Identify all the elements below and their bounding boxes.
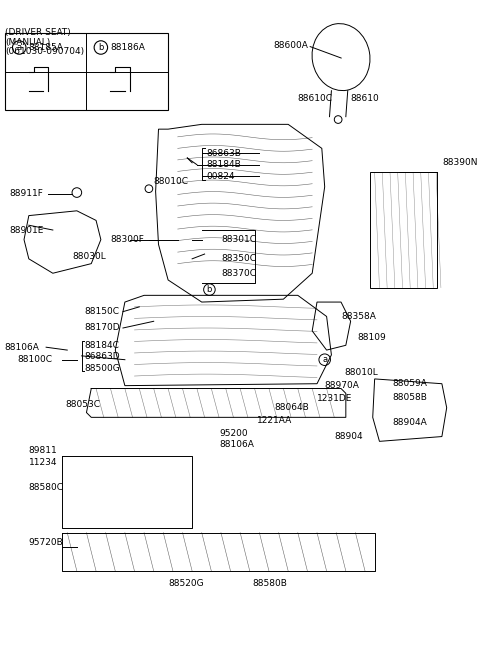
Text: 88580B: 88580B [252, 579, 288, 588]
Text: 88350C: 88350C [221, 255, 256, 263]
Text: 88580C: 88580C [29, 483, 64, 492]
Text: 88520G: 88520G [168, 579, 204, 588]
Text: a: a [17, 43, 22, 52]
Text: 88184B: 88184B [206, 160, 241, 169]
Text: 88901E: 88901E [10, 226, 44, 234]
Text: 1221AA: 1221AA [257, 416, 293, 424]
Text: b: b [98, 43, 104, 52]
Text: 95720B: 95720B [29, 538, 63, 546]
Text: 88100C: 88100C [17, 355, 52, 364]
Text: 88600A: 88600A [274, 41, 309, 50]
Text: 88610C: 88610C [298, 94, 333, 103]
Text: 86863B: 86863B [206, 149, 241, 157]
Text: 88150C: 88150C [84, 307, 120, 316]
Text: 88610: 88610 [350, 94, 379, 103]
Text: 88170D: 88170D [84, 323, 120, 333]
Text: 95200: 95200 [219, 429, 248, 438]
Text: (DRIVER SEAT): (DRIVER SEAT) [5, 28, 71, 37]
Text: 88390N: 88390N [442, 158, 478, 167]
Text: 00824: 00824 [206, 172, 235, 180]
Text: 88185A: 88185A [29, 43, 64, 52]
Text: 88010C: 88010C [154, 178, 189, 186]
Text: 88059A: 88059A [392, 379, 427, 388]
Text: 88030L: 88030L [72, 253, 106, 261]
Text: 88184C: 88184C [84, 340, 120, 350]
Text: 88109: 88109 [357, 333, 386, 342]
Text: a: a [322, 355, 327, 364]
FancyBboxPatch shape [5, 33, 168, 110]
Text: 88300F: 88300F [110, 235, 144, 244]
Text: 88911F: 88911F [10, 189, 44, 198]
Text: 11234: 11234 [29, 458, 57, 467]
Text: (MANUAL): (MANUAL) [5, 38, 50, 47]
Text: 88010L: 88010L [344, 368, 378, 377]
Text: 88904A: 88904A [392, 418, 427, 426]
Text: 88058B: 88058B [392, 393, 427, 401]
Text: 88370C: 88370C [221, 269, 256, 277]
Text: 88053C: 88053C [65, 400, 100, 409]
Text: 88358A: 88358A [341, 312, 376, 321]
Text: 88106A: 88106A [219, 440, 254, 449]
Text: 88301C: 88301C [221, 235, 256, 244]
Text: 88106A: 88106A [5, 342, 40, 352]
Text: 89811: 89811 [29, 447, 58, 455]
Text: 88186A: 88186A [110, 43, 145, 52]
Text: 86863D: 86863D [84, 352, 120, 361]
Text: 88500G: 88500G [84, 364, 120, 373]
Text: 88904: 88904 [334, 432, 363, 441]
Text: 1231DE: 1231DE [317, 394, 352, 403]
Text: (061030-090704): (061030-090704) [5, 47, 84, 56]
Text: 88064B: 88064B [275, 403, 310, 412]
Text: 88970A: 88970A [324, 381, 360, 390]
Text: b: b [207, 285, 212, 294]
